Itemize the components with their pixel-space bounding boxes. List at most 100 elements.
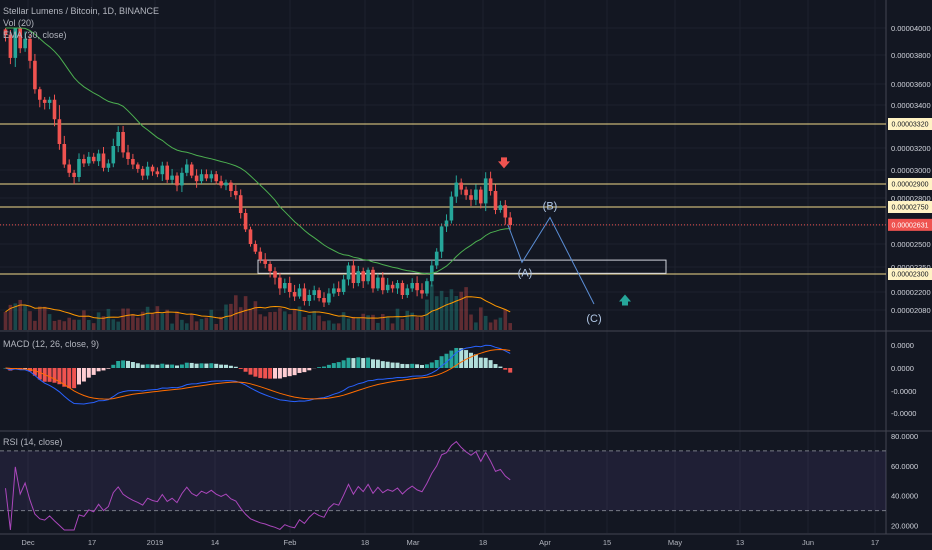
ema-legend: EMA (30, close)	[3, 30, 67, 40]
price-tick-label: 0.00003800	[891, 51, 931, 60]
candle-body	[13, 28, 18, 58]
price-axis[interactable]: 0.00003320 0.00002900 0.00002750 0.00002300…	[888, 24, 932, 315]
candle-body	[219, 181, 223, 186]
volume-bar	[327, 320, 331, 330]
price-tick-label: 0.00004000	[891, 24, 931, 33]
macd-histogram-bar	[155, 364, 160, 368]
macd-histogram-bar	[346, 357, 351, 368]
candle-body	[332, 288, 336, 294]
elliott-wave-path[interactable]	[507, 216, 595, 305]
volume-bar	[356, 317, 361, 330]
volume-bar	[278, 308, 282, 330]
candle-body	[258, 251, 263, 260]
volume-bar	[287, 314, 292, 330]
volume-bar	[351, 316, 356, 330]
macd-signal-line	[5, 348, 511, 400]
level-tag-label: 0.00002300	[892, 272, 929, 279]
price-pane[interactable]: (A) (B) (C)	[0, 27, 886, 330]
macd-histogram-bar	[449, 350, 454, 368]
date-tick-label: 14	[211, 538, 219, 547]
volume-bar	[483, 315, 488, 330]
macd-histogram-bar	[351, 358, 356, 368]
candle-body	[464, 189, 468, 196]
macd-histogram-bar	[62, 368, 67, 387]
signal-arrows	[498, 157, 631, 306]
price-tick-label: 0.00002350	[891, 263, 931, 272]
candle-body	[356, 271, 361, 283]
macd-pane[interactable]	[3, 344, 513, 405]
macd-histogram-bar	[126, 360, 130, 368]
volume-bar	[307, 314, 312, 330]
macd-tick-label: 0.0000	[891, 341, 914, 350]
macd-histogram-bar	[483, 357, 488, 368]
candle-body	[287, 283, 292, 292]
volume-bar	[57, 319, 62, 330]
macd-histogram-bar	[287, 368, 292, 377]
volume-bar	[165, 309, 169, 330]
volume-bar	[415, 317, 419, 330]
rsi-axis[interactable]: 80.0000 60.0000 40.0000 20.0000	[891, 432, 918, 531]
volume-bar	[8, 304, 13, 330]
price-tick-label: 0.00002080	[891, 306, 931, 315]
candle-body	[140, 168, 145, 176]
macd-histogram-bar	[106, 368, 111, 369]
macd-histogram-bar	[101, 368, 106, 371]
candle-body	[77, 159, 81, 177]
macd-histogram-bar	[410, 363, 415, 368]
date-tick-label: Feb	[284, 538, 297, 547]
date-tick-label: 17	[88, 538, 96, 547]
macd-histogram-bar	[214, 363, 219, 368]
volume-bar	[253, 301, 258, 330]
date-tick-label: Jun	[802, 538, 814, 547]
volume-bar	[410, 312, 414, 330]
candle-body	[283, 283, 287, 289]
volume-bar	[111, 319, 116, 330]
volume-bar	[302, 316, 307, 330]
volume-bar	[493, 319, 498, 330]
candle-body	[273, 271, 277, 278]
volume-bar	[131, 314, 135, 330]
candle-body	[449, 196, 454, 221]
volume-bar	[145, 306, 150, 330]
volume-bar	[77, 319, 81, 330]
macd-histogram-bar	[277, 368, 282, 379]
price-tick-label: 0.00002500	[891, 240, 931, 249]
candle-body	[189, 164, 194, 176]
candle-body	[400, 283, 405, 295]
macd-histogram-bar	[273, 368, 277, 379]
rsi-pane[interactable]	[0, 440, 886, 531]
volume-bar	[336, 323, 341, 330]
candle-body	[111, 146, 116, 164]
candle-body	[297, 288, 302, 297]
candle-body	[126, 152, 130, 159]
volume-bar	[72, 319, 76, 330]
macd-histogram-bar	[473, 354, 478, 368]
candle-body	[101, 153, 106, 168]
vol-legend: Vol (20)	[3, 18, 35, 28]
volume-bar	[400, 318, 405, 330]
volume-bar	[444, 297, 449, 330]
macd-line	[5, 344, 511, 405]
macd-histogram-bar	[371, 359, 375, 368]
candle-body	[155, 171, 160, 175]
macd-axis[interactable]: 0.0000 0.0000 -0.0000 -0.0000	[891, 341, 916, 418]
date-axis[interactable]: Dec 17 2019 14 Feb 18 Mar 18 Apr 15 May 13 Jun 17	[21, 538, 879, 547]
level-tag	[888, 201, 932, 213]
candle-body	[160, 165, 165, 175]
candle-body	[18, 28, 22, 49]
volume-bar	[180, 319, 184, 330]
candle-body	[278, 277, 282, 289]
level-tag	[888, 268, 932, 280]
consolidation-box[interactable]	[257, 259, 667, 274]
horizontal-levels[interactable]	[0, 123, 886, 275]
candle-body	[312, 290, 316, 295]
volume-bar	[385, 316, 390, 330]
candle-body	[317, 290, 321, 298]
pane-separators	[0, 0, 932, 535]
last-price-label: 0.00002631	[892, 222, 929, 229]
volume-bar	[13, 303, 18, 330]
macd-histogram-bar	[140, 364, 145, 368]
macd-tick-label: -0.0000	[891, 387, 916, 396]
volume-bar	[238, 307, 243, 330]
